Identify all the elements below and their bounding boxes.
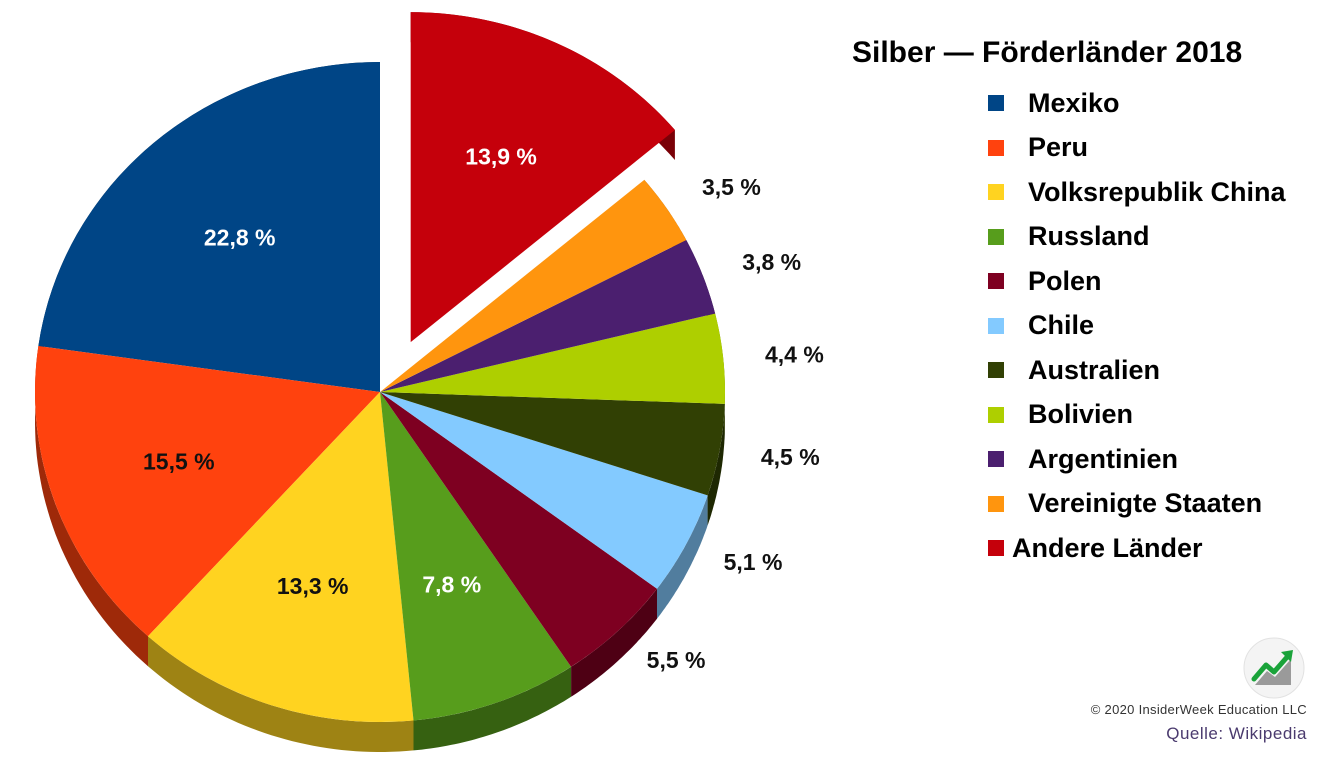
- legend-label: Australien: [1028, 354, 1161, 385]
- pie-slice-side-4: [571, 588, 657, 697]
- legend-label: Polen: [1028, 265, 1102, 296]
- legend-swatch: [988, 317, 1004, 334]
- legend-swatch: [988, 451, 1004, 467]
- slice-label-4: 5,5 %: [647, 647, 706, 673]
- rising-chart-icon: [1243, 637, 1305, 699]
- slice-label-6: 4,5 %: [761, 444, 820, 470]
- legend-item: Argentinien: [988, 442, 1178, 476]
- legend-item: Chile: [988, 309, 1094, 343]
- slice-label-10: 13,9 %: [465, 144, 537, 170]
- copyright-text: © 2020 InsiderWeek Education LLC: [1090, 702, 1307, 717]
- pie-label-layer: 22,8 % 15,5 % 13,3 % 7,8 % 5,5 % 5,1 % 4,5 % 4,…: [143, 144, 824, 673]
- legend-label: Bolivien: [1028, 399, 1134, 429]
- legend-item: Vereinigte Staaten: [988, 487, 1262, 521]
- legend-swatch: [988, 139, 1004, 156]
- legend-swatch: [988, 184, 1004, 200]
- legend-item: Bolivien: [988, 398, 1133, 432]
- legend-label: Andere Länder: [1012, 532, 1203, 563]
- legend-item: Mexiko: [988, 86, 1120, 120]
- pie-slice-0: [38, 62, 380, 392]
- legend-item: Polen: [988, 264, 1102, 298]
- legend-item: Andere Länder: [988, 531, 1203, 565]
- slice-label-0: 22,8 %: [204, 225, 276, 251]
- legend-swatch: [988, 495, 1004, 512]
- pie-slice-5: [380, 392, 708, 589]
- legend-swatch: [988, 273, 1004, 289]
- legend-label: Mexiko: [1028, 87, 1120, 118]
- pie-slice-7: [380, 313, 725, 404]
- pie-slice-4: [380, 392, 657, 667]
- pie-slice-3: [380, 392, 572, 721]
- slice-label-2: 13,3 %: [277, 573, 349, 599]
- source-text: Quelle: Wikipedia: [1166, 724, 1307, 743]
- pie-slice-1: [35, 346, 381, 637]
- pie-slice-side-2: [148, 636, 414, 752]
- pie-slice-side-3: [413, 666, 572, 751]
- slice-label-3: 7,8 %: [422, 572, 481, 598]
- pie-slice-6: [380, 392, 725, 496]
- legend-label: Russland: [1028, 221, 1150, 251]
- pie-slice-side-5: [657, 495, 708, 619]
- slice-label-5: 5,1 %: [724, 549, 783, 575]
- legend-label: Vereinigte Staaten: [1028, 488, 1263, 518]
- legend-label: Peru: [1028, 132, 1089, 162]
- pie-slice-side-6: [707, 403, 725, 526]
- pie-slice-10: [410, 12, 675, 343]
- slice-label-9: 3,5 %: [702, 174, 761, 200]
- legend-label: Chile: [1028, 310, 1095, 340]
- pie-slice-2: [147, 392, 414, 722]
- slice-label-1: 15,5 %: [143, 449, 215, 475]
- legend-label: Volksrepublik China: [1028, 176, 1286, 207]
- pie-slice-8: [380, 240, 716, 392]
- legend-swatch: [988, 228, 1004, 245]
- chart-title: Silber — Förderländer 2018: [852, 36, 1243, 69]
- legend-swatch: [988, 362, 1004, 378]
- legend-swatch: [988, 406, 1004, 423]
- slice-label-7: 4,4 %: [765, 341, 824, 367]
- legend-item: Russland: [988, 220, 1150, 254]
- legend-swatch: [988, 540, 1004, 556]
- legend-item: Peru: [988, 131, 1088, 165]
- pie-top-layer: [35, 12, 725, 722]
- legend-swatch: [988, 95, 1004, 111]
- legend-item: Australien: [988, 353, 1160, 387]
- pie-slice-9: [380, 179, 687, 392]
- pie-slice-side-1: [35, 346, 148, 667]
- slice-label-8: 3,8 %: [742, 249, 801, 275]
- legend-label: Argentinien: [1028, 443, 1179, 474]
- legend-item: Volksrepublik China: [988, 175, 1286, 209]
